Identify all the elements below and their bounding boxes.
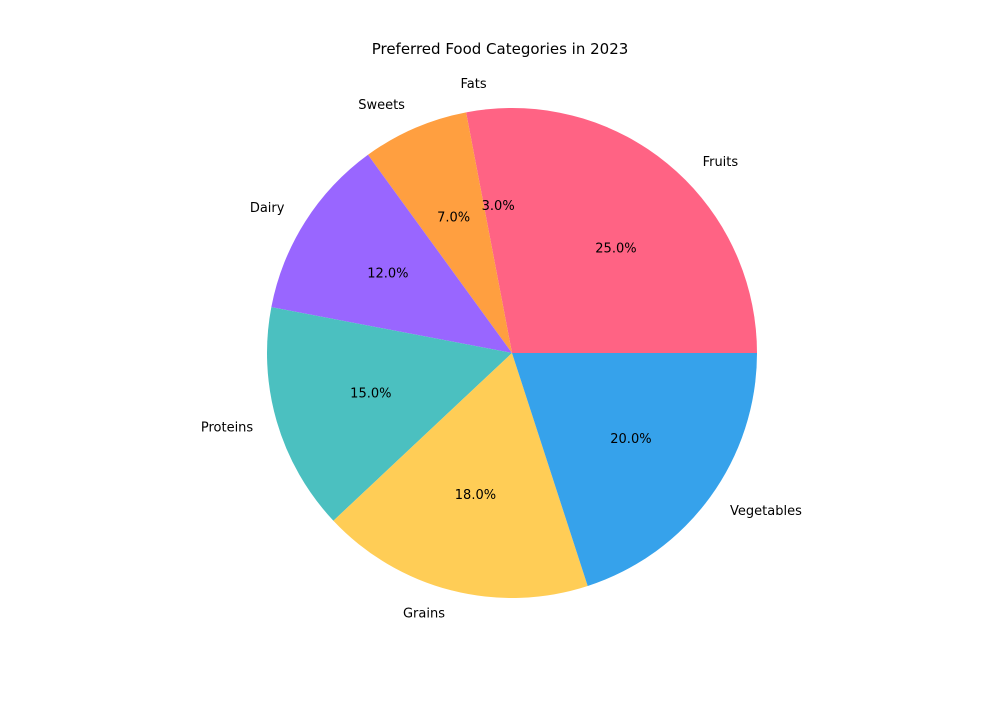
slice-pct-grains: 18.0% [455, 488, 496, 503]
chart-title: Preferred Food Categories in 2023 [371, 40, 629, 58]
slice-label-dairy: Dairy [250, 201, 285, 216]
pie-slice-sweets [367, 112, 512, 353]
pie-slice-fruits [512, 108, 757, 353]
slice-label-fruits: Fruits [703, 155, 739, 170]
pie-slice-proteins [267, 307, 512, 521]
pie-slice-vegetables [512, 353, 757, 587]
slice-label-sweets: Sweets [358, 98, 405, 113]
slice-pct-fats: 3.0% [482, 199, 515, 214]
pie-slice-dairy [271, 154, 512, 353]
slice-label-grains: Grains [403, 607, 445, 622]
slice-label-vegetables: Vegetables [730, 504, 802, 519]
slice-pct-sweets: 7.0% [437, 211, 470, 226]
pie-slice-fats [466, 108, 512, 353]
slice-label-fats: Fats [461, 77, 487, 92]
slice-pct-proteins: 15.0% [350, 387, 391, 402]
slice-pct-fruits: 25.0% [595, 242, 636, 257]
slice-pct-dairy: 12.0% [367, 267, 408, 282]
slice-pct-vegetables: 20.0% [610, 432, 651, 447]
slice-label-proteins: Proteins [201, 421, 254, 436]
pie-slice-grains [333, 353, 588, 598]
